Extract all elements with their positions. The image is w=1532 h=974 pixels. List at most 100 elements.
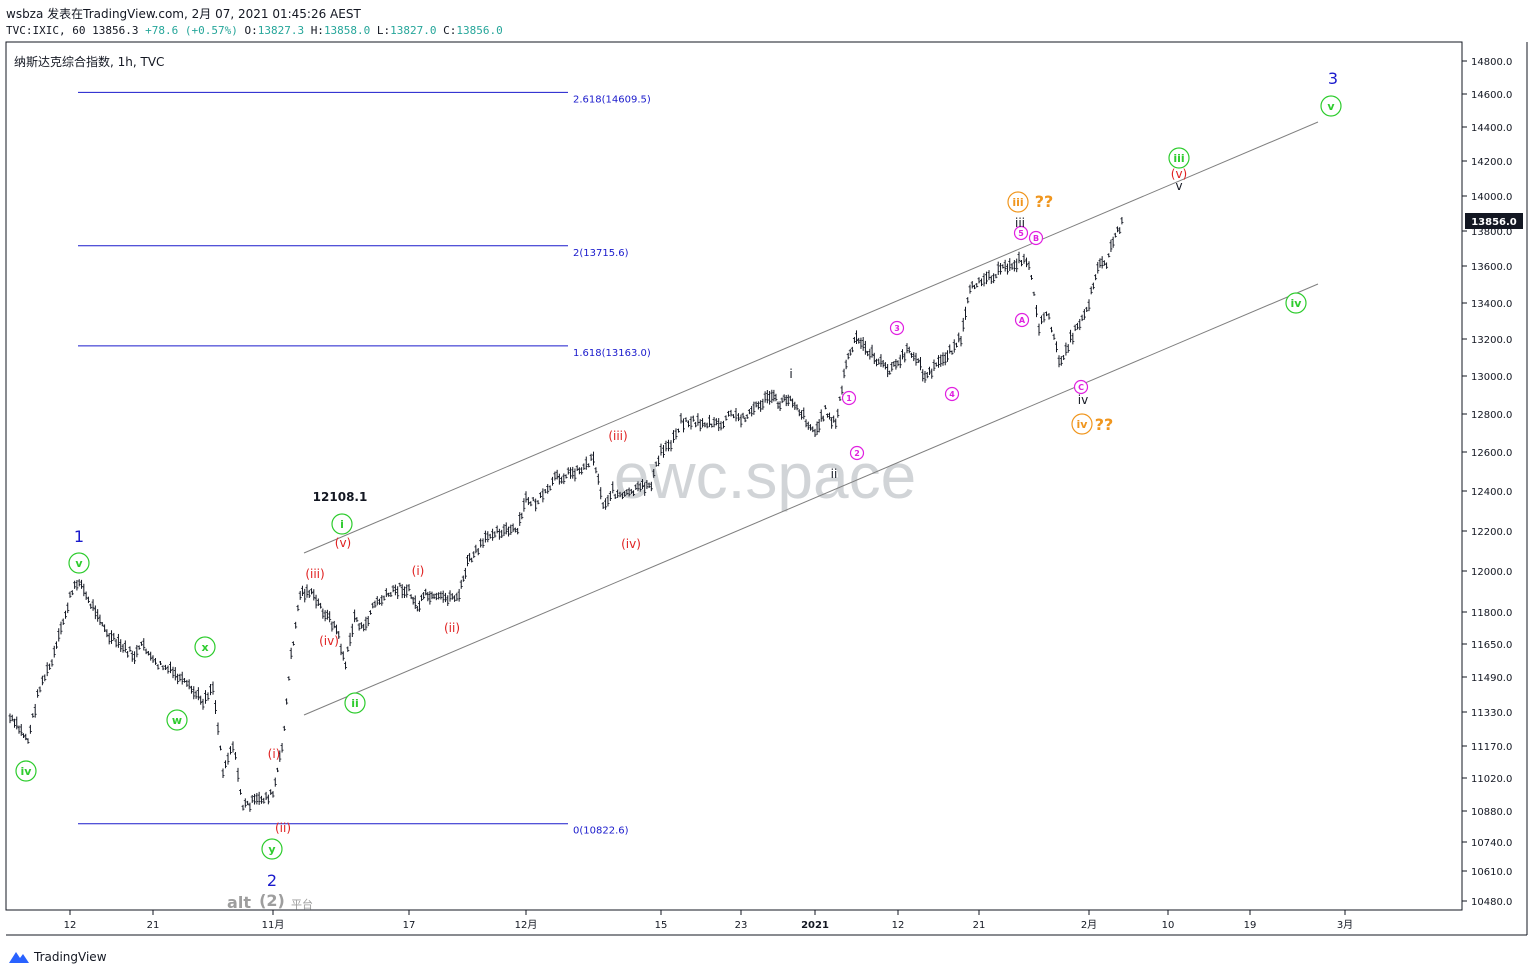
wave-label-orange-ring (1007, 191, 1029, 213)
wave-label-red: (iii) (608, 429, 627, 443)
y-tick-label: 13600.0 (1471, 262, 1512, 273)
wave-label-magenta-ring (1073, 379, 1089, 395)
price-tag-bg (1465, 213, 1523, 229)
x-tick-label: 12月 (515, 919, 538, 931)
last-price: 13856.3 (92, 24, 139, 37)
wave-label-green-ring (194, 636, 216, 658)
x-tick-label: 17 (403, 920, 416, 931)
wave-label-magenta: 3 (894, 324, 900, 333)
y-tick-label: 14000.0 (1471, 192, 1512, 203)
close-label: C: (443, 24, 457, 37)
wave-label-red: (ii) (444, 621, 460, 635)
y-tick-label: 11170.0 (1471, 742, 1512, 753)
wave-label-red: (i) (268, 747, 281, 761)
price-tag: 13856.0 (1471, 217, 1517, 228)
plot-frame (5, 41, 1463, 911)
x-tick-label: 19 (1244, 920, 1257, 931)
alt-count-label: alt (227, 893, 251, 912)
wave-label-green-ring (1285, 292, 1307, 314)
wave-label-green: x (201, 641, 208, 654)
y-tick-label: 12400.0 (1471, 487, 1512, 498)
x-tick-label: 15 (655, 920, 668, 931)
y-tick-label: 12200.0 (1471, 527, 1512, 538)
y-tick-label: 11650.0 (1471, 640, 1512, 651)
x-tick-label: 21 (973, 920, 986, 931)
wave-label-red: (i) (412, 564, 425, 578)
wave-label-green: iv (21, 765, 33, 778)
wave-label-magenta: 2 (854, 449, 860, 458)
wave-label-question: ?? (1095, 415, 1114, 434)
wave-label-question: ?? (1035, 192, 1054, 211)
low-value: 13827.0 (390, 24, 437, 37)
y-tick-label: 13200.0 (1471, 335, 1512, 346)
y-tick-label: 11330.0 (1471, 708, 1512, 719)
wave-label-red: (iv) (621, 537, 641, 551)
y-tick-label: 11800.0 (1471, 608, 1512, 619)
y-tick-label: 13400.0 (1471, 299, 1512, 310)
wave-label-magenta-ring (944, 386, 960, 402)
footer-brand: TradingView (34, 950, 107, 964)
fib-label: 1.618(13163.0) (573, 348, 651, 359)
y-tick-label: 10610.0 (1471, 867, 1512, 878)
x-tick-label: 23 (735, 920, 748, 931)
wave-label-red: (iv) (319, 634, 339, 648)
channel-lower-line (303, 283, 1319, 716)
y-tick-label: 13000.0 (1471, 372, 1512, 383)
wave-label-green-ring (166, 709, 188, 731)
x-tick-label: 3月 (1337, 919, 1353, 931)
wave-label-green-ring (68, 552, 90, 574)
y-tick-label: 14200.0 (1471, 157, 1512, 168)
x-tick-label: 2021 (801, 920, 829, 931)
watermark: ewc.space (614, 440, 916, 512)
close-value: 13856.0 (456, 24, 503, 37)
wave-label-green-ring (261, 838, 283, 860)
tradingview-logo[interactable]: TradingView (8, 950, 107, 964)
high-label: H: (310, 24, 324, 37)
wave-label-green: w (172, 714, 182, 727)
wave-label-green: v (75, 557, 83, 570)
wave-label-blue: 3 (1328, 69, 1338, 88)
wave-label-orange: iv (1077, 418, 1089, 431)
y-tick-label: 10480.0 (1471, 897, 1512, 908)
wave-label-green-ring (331, 513, 353, 535)
y-tick-label: 12000.0 (1471, 567, 1512, 578)
x-tick-label: 2月 (1081, 919, 1097, 931)
y-tick-label: 10880.0 (1471, 807, 1512, 818)
wave-label-magenta: 4 (949, 390, 955, 399)
wave-label-green-ring (344, 692, 366, 714)
channel-upper-line (303, 121, 1319, 554)
wave-label-magenta-ring (889, 320, 905, 336)
alt-count-label: (2) (259, 891, 285, 910)
wave-label-magenta: 5 (1018, 229, 1024, 238)
wave-label-magenta: B (1033, 234, 1039, 243)
y-tick-label: 12800.0 (1471, 410, 1512, 421)
wave-label-blue: 2 (267, 871, 277, 890)
y-tick-label: 11020.0 (1471, 774, 1512, 785)
wave-label-green-ring (1320, 95, 1342, 117)
wave-label-red: (v) (335, 536, 351, 550)
fib-label: 2.618(14609.5) (573, 94, 651, 105)
wave-label-green: v (1327, 100, 1335, 113)
fib-label: 0(10822.6) (573, 826, 629, 837)
wave-label-magenta: A (1019, 316, 1026, 325)
x-tick-label: 12 (64, 920, 77, 931)
wave-label-red: (iii) (305, 567, 324, 581)
wave-label-orange-ring (1071, 413, 1093, 435)
wave-label-green: y (268, 843, 275, 856)
wave-label-orange: iii (1012, 196, 1023, 209)
wave-label-magenta-ring (1028, 230, 1044, 246)
wave-label-black: ii (831, 467, 838, 481)
fib-label: 2(13715.6) (573, 248, 629, 259)
y-tick-label: 10740.0 (1471, 838, 1512, 849)
open-value: 13827.3 (257, 24, 305, 37)
wave-label-green: iii (1173, 152, 1184, 165)
wave-label-magenta-ring (1013, 225, 1029, 241)
x-tick-label: 10 (1162, 920, 1175, 931)
y-tick-label: 14600.0 (1471, 90, 1512, 101)
wave-label-black: v (1175, 179, 1182, 193)
alt-count-label: 平台 (291, 897, 313, 911)
wave-label-black: i (789, 367, 792, 381)
y-tick-label: 13800.0 (1471, 227, 1512, 238)
chart-header-line: wsbza 发表在TradingView.com, 2月 07, 2021 01… (6, 7, 361, 21)
